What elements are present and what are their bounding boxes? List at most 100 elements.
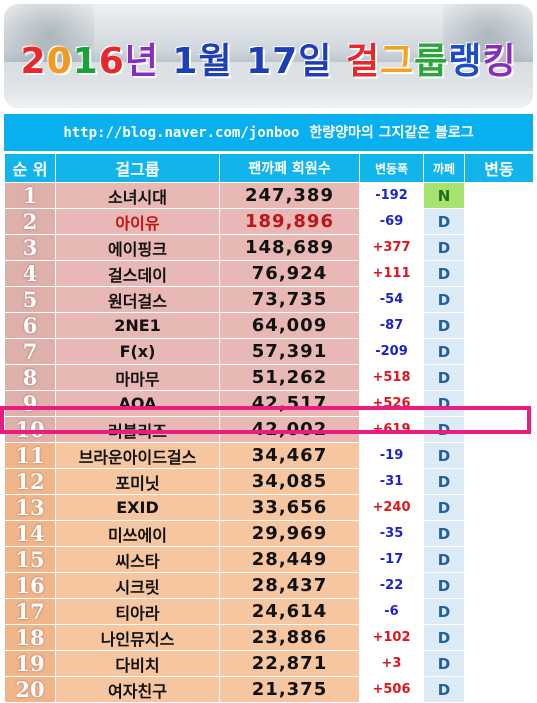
fan-count-cell: 51,262 — [219, 364, 360, 391]
rank-cell: 19 — [4, 650, 56, 677]
change-cell: +506 — [359, 676, 424, 703]
cafe-cell: D — [423, 208, 465, 235]
blog-url[interactable]: http://blog.naver.com/jonboo — [63, 125, 300, 141]
table-row: 8 마마무 51,262 +518 D — [4, 364, 534, 391]
cafe-cell: D — [423, 494, 465, 521]
fan-count-cell: 247,389 — [219, 182, 360, 209]
change-cell: +619 — [359, 416, 424, 443]
title-part: 년 — [124, 41, 173, 82]
group-name-cell: 러블리즈 — [55, 416, 220, 443]
cafe-cell: D — [423, 260, 465, 287]
rank-cell: 6 — [4, 312, 56, 339]
table-row: 16 시크릿 28,437 -22 D — [4, 572, 534, 599]
rank-cell: 13 — [4, 494, 56, 521]
blog-owner: 한량양마의 그지같은 블로그 — [309, 125, 474, 141]
table-row: 18 나인뮤지스 23,886 +102 D — [4, 624, 534, 651]
fan-count-cell: 189,896 — [219, 208, 360, 235]
title-part: 킹 — [482, 41, 517, 82]
change-cell: +526 — [359, 390, 424, 417]
group-name-cell: 걸스데이 — [55, 260, 220, 287]
cafe-cell: D — [423, 390, 465, 417]
variation-cell — [464, 208, 534, 235]
rank-cell: 12 — [4, 468, 56, 495]
variation-cell — [464, 312, 534, 339]
title-part: 0 — [46, 41, 73, 82]
rank-cell: 8 — [4, 364, 56, 391]
rank-cell: 5 — [4, 286, 56, 313]
change-cell: -69 — [359, 208, 424, 235]
fan-count-cell: 33,656 — [219, 494, 360, 521]
variation-cell — [464, 416, 534, 443]
group-name-cell: 미쓰에이 — [55, 520, 220, 547]
rank-cell: 17 — [4, 598, 56, 625]
group-name-cell: EXID — [55, 494, 220, 521]
fan-count-cell: 76,924 — [219, 260, 360, 287]
variation-cell — [464, 182, 534, 209]
variation-cell — [464, 286, 534, 313]
column-header-name: 걸그룹 — [55, 153, 220, 183]
table-row: 1 소녀시대 247,389 -192 N — [4, 182, 534, 209]
change-cell: +3 — [359, 650, 424, 677]
group-name-cell: 씨스타 — [55, 546, 220, 573]
cafe-cell: D — [423, 312, 465, 339]
table-row: 14 미쓰에이 29,969 -35 D — [4, 520, 534, 547]
variation-cell — [464, 442, 534, 469]
cafe-cell: D — [423, 676, 465, 703]
table-row: 3 에이핑크 148,689 +377 D — [4, 234, 534, 261]
table-row: 17 티아라 24,614 -6 D — [4, 598, 534, 625]
change-cell: +240 — [359, 494, 424, 521]
banner: 2016년 1월 17일 걸그룹랭킹 — [4, 4, 533, 108]
change-cell: -87 — [359, 312, 424, 339]
variation-cell — [464, 260, 534, 287]
table-row: 10 러블리즈 42,002 +619 D — [4, 416, 534, 443]
rank-cell: 2 — [4, 208, 56, 235]
change-cell: -22 — [359, 572, 424, 599]
column-header-change: 변동폭 — [359, 153, 424, 183]
rank-cell: 9 — [4, 390, 56, 417]
title-part: 6 — [98, 41, 125, 82]
title-part: 1 — [72, 41, 99, 82]
group-name-cell: 2NE1 — [55, 312, 220, 339]
table-row: 11 브라운아이드걸스 34,467 -19 D — [4, 442, 534, 469]
rank-cell: 4 — [4, 260, 56, 287]
change-cell: -31 — [359, 468, 424, 495]
fan-count-cell: 42,002 — [219, 416, 360, 443]
group-name-cell: 여자친구 — [55, 676, 220, 703]
rank-cell: 3 — [4, 234, 56, 261]
fan-count-cell: 28,449 — [219, 546, 360, 573]
group-name-cell: 마마무 — [55, 364, 220, 391]
table-row: 7 F(x) 57,391 -209 D — [4, 338, 534, 365]
fan-count-cell: 34,467 — [219, 442, 360, 469]
table-header-row: 순 위 걸그룹 팬까페 회원수 변동폭 까페 변동 — [4, 153, 534, 183]
table-row: 19 다비치 22,871 +3 D — [4, 650, 534, 677]
title-part: 랭 — [448, 41, 483, 82]
variation-cell — [464, 468, 534, 495]
variation-cell — [464, 676, 534, 703]
cafe-cell: D — [423, 468, 465, 495]
change-cell: -35 — [359, 520, 424, 547]
variation-cell — [464, 520, 534, 547]
snow-ground — [4, 62, 533, 108]
blog-bar: http://blog.naver.com/jonboo 한량양마의 그지같은 블… — [4, 114, 533, 151]
cafe-cell: D — [423, 442, 465, 469]
change-cell: +518 — [359, 364, 424, 391]
table-row: 20 여자친구 21,375 +506 D — [4, 676, 534, 703]
cafe-cell: D — [423, 286, 465, 313]
rank-cell: 1 — [4, 182, 56, 209]
column-header-fans: 팬까페 회원수 — [219, 153, 360, 183]
fan-count-cell: 148,689 — [219, 234, 360, 261]
column-header-cafe: 까페 — [423, 153, 465, 183]
rank-cell: 15 — [4, 546, 56, 573]
table-row: 2 아이유 189,896 -69 D — [4, 208, 534, 235]
variation-cell — [464, 546, 534, 573]
change-cell: -209 — [359, 338, 424, 365]
rank-cell: 20 — [4, 676, 56, 703]
cafe-cell: D — [423, 624, 465, 651]
group-name-cell: 나인뮤지스 — [55, 624, 220, 651]
cafe-cell: D — [423, 546, 465, 573]
table-row: 4 걸스데이 76,924 +111 D — [4, 260, 534, 287]
column-header-variation: 변동 — [464, 153, 534, 183]
group-name-cell: 아이유 — [55, 208, 220, 235]
change-cell: -19 — [359, 442, 424, 469]
fan-count-cell: 34,085 — [219, 468, 360, 495]
